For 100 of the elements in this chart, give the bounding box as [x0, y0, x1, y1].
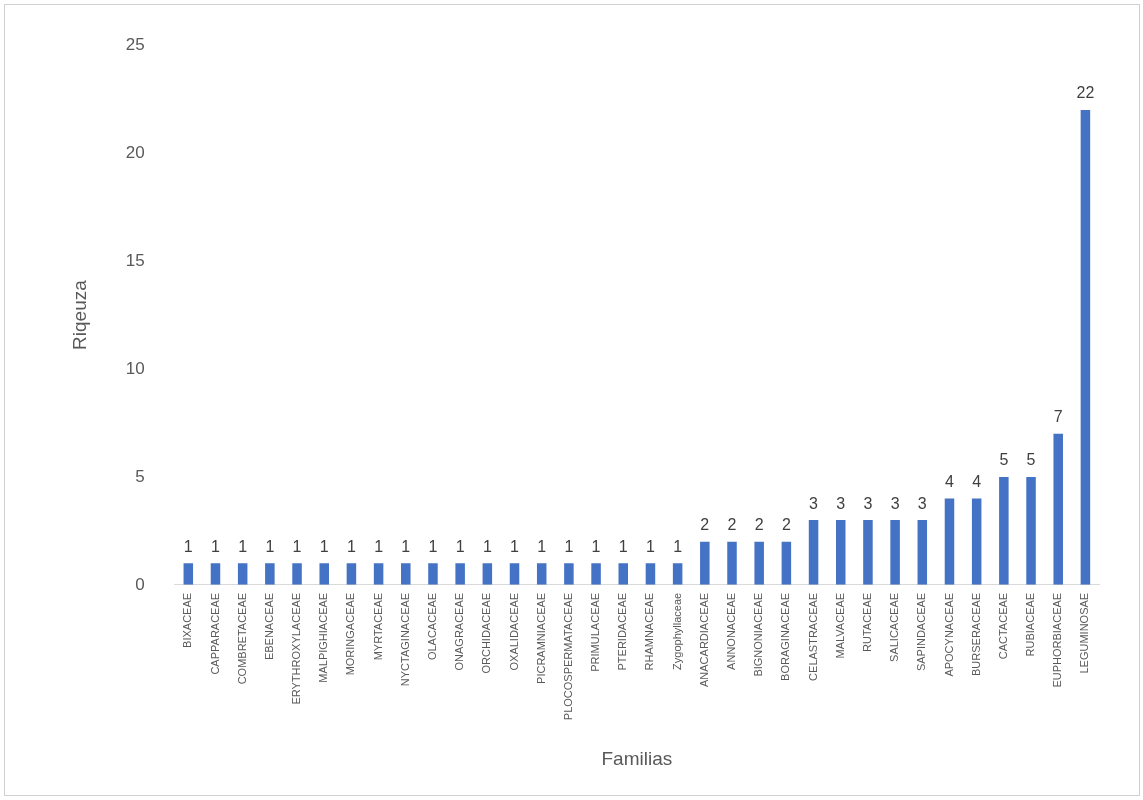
bar — [591, 563, 601, 585]
x-tick-label: ANNONACEAE — [725, 592, 738, 670]
x-tick-label: SAPINDACEAE — [915, 592, 928, 672]
data-label: 1 — [645, 537, 655, 555]
data-label: 1 — [346, 537, 356, 555]
x-tick-label: RUTACEAE — [860, 592, 873, 652]
data-label: 5 — [999, 451, 1009, 469]
bar — [210, 563, 221, 585]
bar — [536, 563, 547, 585]
data-label: 22 — [1076, 84, 1095, 102]
x-tick-label: CELASTRACEAE — [806, 592, 819, 681]
bar — [808, 520, 819, 585]
data-label: 1 — [374, 537, 384, 555]
data-label: 1 — [183, 537, 193, 555]
x-tick-label: APOCYNACEAE — [942, 592, 955, 677]
x-axis-title: Familias — [601, 747, 673, 769]
data-label: 3 — [836, 494, 846, 512]
data-label: 1 — [537, 537, 547, 555]
data-label: 1 — [238, 537, 248, 555]
data-label: 1 — [591, 537, 601, 555]
x-tick-label: ANACARDIACEAE — [697, 592, 710, 687]
data-label: 1 — [618, 537, 628, 555]
data-label: 1 — [401, 537, 411, 555]
y-tick-label: 5 — [135, 466, 145, 486]
x-tick-label: PTERIDACEAE — [616, 592, 629, 671]
x-tick-label: CACTACEAE — [996, 592, 1009, 660]
x-tick-label: BURSERACEAE — [969, 592, 982, 676]
y-tick-label: 0 — [135, 574, 145, 594]
x-tick-label: SALICACEAE — [888, 592, 901, 662]
data-label: 3 — [863, 494, 873, 512]
data-label: 2 — [727, 516, 737, 534]
x-tick-label: ONAGRACEAE — [453, 592, 466, 671]
data-label: 1 — [319, 537, 329, 555]
x-tick-label: RUBIACEAE — [1024, 592, 1037, 657]
bar — [401, 563, 411, 585]
data-label: 4 — [945, 472, 955, 490]
data-label: 1 — [428, 537, 438, 555]
y-axis-title: Riqeuza — [68, 279, 90, 350]
x-tick-label: OXALIDACEAE — [507, 592, 520, 671]
bar — [999, 476, 1009, 585]
x-tick-label: BIGNONIACEAE — [752, 592, 765, 677]
bar — [754, 541, 764, 585]
x-tick-label: NYCTAGINACEAE — [398, 592, 411, 687]
x-tick-label: Zygophyllaceae — [670, 592, 683, 670]
x-tick-label: EBENACEAE — [262, 592, 275, 661]
data-label: 1 — [564, 537, 574, 555]
y-tick-label: 20 — [125, 142, 145, 162]
y-tick-label: 10 — [125, 358, 145, 378]
x-tick-label: MALPIGHIACEAE — [317, 592, 330, 683]
x-tick-label: BORAGINACEAE — [779, 592, 792, 681]
bar — [672, 563, 683, 585]
bar — [835, 520, 846, 585]
bar — [971, 498, 982, 585]
x-tick-label: PRIMULACEAE — [589, 592, 602, 672]
data-label: 1 — [292, 537, 302, 555]
bar — [727, 541, 737, 585]
x-tick-label: EUPHORBIACEAE — [1051, 592, 1064, 688]
data-label: 3 — [809, 494, 819, 512]
x-tick-label: MORINGACEAE — [344, 592, 357, 676]
data-label: 1 — [673, 537, 683, 555]
bar — [373, 563, 384, 585]
x-tick-label: ORCHIDACEAE — [480, 592, 493, 674]
bar — [645, 563, 656, 585]
bar — [237, 563, 248, 585]
bar — [265, 563, 275, 585]
data-label: 5 — [1026, 451, 1036, 469]
bar — [1053, 433, 1063, 585]
bar — [319, 563, 329, 585]
data-label: 7 — [1053, 408, 1063, 426]
bar — [700, 541, 710, 585]
bar — [183, 563, 194, 585]
data-label: 3 — [890, 494, 900, 512]
x-tick-label: MALVACEAE — [833, 592, 846, 659]
bar — [917, 520, 928, 585]
x-tick-label: PLOCOSPERMATACEAE — [561, 592, 574, 721]
data-label: 1 — [455, 537, 465, 555]
bar — [863, 520, 873, 585]
data-label: 2 — [781, 516, 791, 534]
data-label: 1 — [211, 537, 221, 555]
bar — [564, 563, 574, 585]
bar — [455, 563, 465, 585]
x-tick-label: MYRTACEAE — [371, 592, 384, 661]
y-tick-label: 15 — [125, 250, 145, 270]
x-tick-label: OLACACEAE — [426, 592, 438, 661]
bar — [292, 563, 302, 585]
data-label: 1 — [510, 537, 520, 555]
x-tick-label: ERYTHROXYLACEAE — [290, 592, 303, 705]
x-tick-label: COMBRETACEAE — [235, 592, 248, 685]
bar — [509, 563, 520, 585]
bar — [1080, 109, 1091, 585]
bar — [346, 563, 357, 585]
bar — [482, 563, 493, 585]
bar — [428, 563, 438, 585]
data-label: 2 — [754, 516, 764, 534]
bar — [944, 498, 955, 585]
bar — [618, 563, 629, 585]
x-tick-label: CAPPARACEAE — [208, 592, 221, 675]
data-label: 1 — [265, 537, 275, 555]
bar — [1026, 476, 1036, 585]
data-label: 1 — [482, 537, 492, 555]
